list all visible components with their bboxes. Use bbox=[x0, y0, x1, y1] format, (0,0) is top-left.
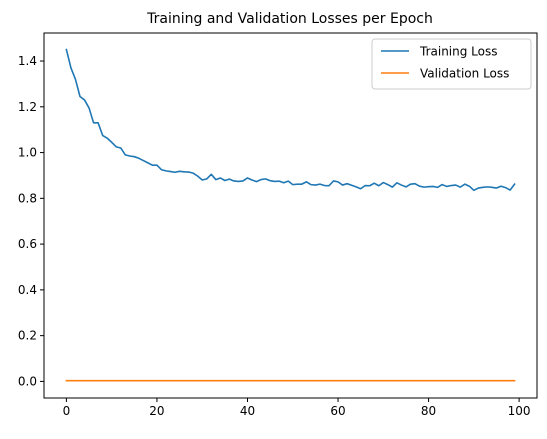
y-tick-label: 0.2 bbox=[18, 329, 37, 343]
y-tick-label: 0.6 bbox=[18, 237, 37, 251]
y-tick-label: 1.2 bbox=[18, 100, 37, 114]
y-tick-label: 1.0 bbox=[18, 146, 37, 160]
x-tick-label: 100 bbox=[508, 404, 531, 418]
y-tick-label: 0.4 bbox=[18, 283, 37, 297]
x-tick-label: 60 bbox=[330, 404, 345, 418]
y-tick-label: 1.4 bbox=[18, 54, 37, 68]
chart-title: Training and Validation Losses per Epoch bbox=[146, 11, 433, 27]
y-tick-label: 0.0 bbox=[18, 374, 37, 388]
x-tick-label: 20 bbox=[149, 404, 164, 418]
x-tick-label: 80 bbox=[421, 404, 436, 418]
y-tick-label: 0.8 bbox=[18, 191, 37, 205]
x-tick-label: 40 bbox=[240, 404, 255, 418]
legend-label: Training Loss bbox=[419, 45, 497, 59]
legend: Training Loss Validation Loss bbox=[372, 39, 531, 89]
legend-label: Validation Loss bbox=[420, 67, 509, 81]
x-tick-label: 0 bbox=[63, 404, 71, 418]
